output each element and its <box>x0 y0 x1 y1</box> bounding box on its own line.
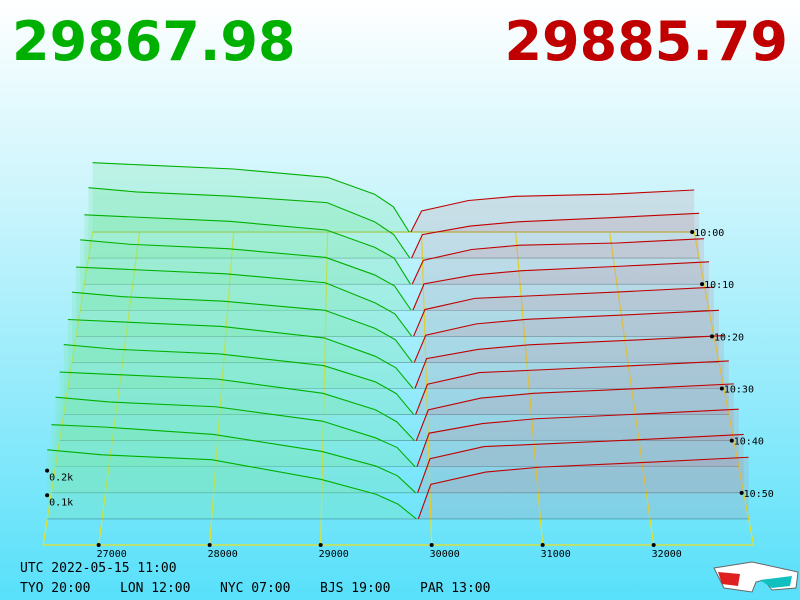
ask-price: 29885.79 <box>504 10 788 73</box>
clock-label: LON 12:00 <box>120 581 190 596</box>
ask-depth-line <box>415 360 729 415</box>
bid-depth-line <box>92 162 410 233</box>
time-label: 10:30 <box>724 385 754 396</box>
bid-depth-line <box>63 344 415 415</box>
depth-fill <box>410 190 695 232</box>
z-tick-mark <box>45 468 50 473</box>
bid-depth-line <box>76 266 413 337</box>
x-tick-label: 30000 <box>430 549 460 560</box>
depth-fill <box>414 310 719 363</box>
depth-fill <box>417 434 744 493</box>
depth-fill <box>51 424 416 493</box>
time-tick-mark <box>709 334 714 339</box>
depth-fill <box>418 457 749 519</box>
x-tick-label: 31000 <box>541 549 571 560</box>
depth-fill <box>84 214 411 285</box>
time-label: 10:00 <box>694 228 724 239</box>
clock-label: PAR 13:00 <box>420 581 490 596</box>
depth-fill <box>416 383 734 441</box>
time-label: 10:50 <box>744 489 774 500</box>
bid-depth-line <box>67 318 414 389</box>
bid-depth-line <box>47 449 417 520</box>
ask-depth-line <box>411 212 700 259</box>
depth-plot: 27000 28000 29000 30000 31000 32000 10:00 10:10… <box>42 162 774 560</box>
depth-fill <box>71 292 413 363</box>
ask-depth-line <box>411 238 705 285</box>
depth-fill <box>414 335 724 389</box>
clock-label: TYO 20:00 <box>20 581 90 596</box>
x-tick-label: 29000 <box>319 549 349 560</box>
z-tick-mark <box>45 493 50 498</box>
time-tick-mark <box>700 282 705 287</box>
bid-depth-line <box>51 424 417 494</box>
x-tick-mark <box>540 543 545 547</box>
bid-depth-line <box>88 187 411 259</box>
depth-fill <box>55 397 416 467</box>
depth-fill <box>416 409 739 467</box>
depth-fill <box>412 238 705 285</box>
time-tick-mark <box>739 490 744 495</box>
depth-fill <box>67 319 414 389</box>
bid-depth-line <box>80 239 412 311</box>
ask-depth-line <box>412 261 710 311</box>
x-tick-label: 27000 <box>97 549 127 560</box>
bid-price: 29867.98 <box>12 10 296 73</box>
time-label: 10:20 <box>714 332 744 343</box>
ask-depth-line <box>417 433 744 494</box>
x-tick-mark <box>318 543 323 547</box>
time-tick-mark <box>690 230 695 234</box>
x-tick-mark <box>96 543 101 547</box>
x-tick-mark <box>429 543 434 547</box>
ask-depth-line <box>410 189 695 233</box>
depth-fill <box>411 213 700 259</box>
ask-depth-line <box>415 383 734 441</box>
depth-fill <box>415 360 729 415</box>
bid-depth-line <box>71 291 413 363</box>
depth-fill <box>59 372 415 441</box>
ask-depth-line <box>417 456 749 520</box>
depth-fill <box>76 267 412 337</box>
clock-label: NYC 07:00 <box>220 581 290 596</box>
ask-depth-line <box>413 286 714 337</box>
ask-depth-line <box>416 408 739 467</box>
bid-depth-line <box>84 214 411 285</box>
depth-fill <box>413 287 714 337</box>
time-label: 10:10 <box>704 280 734 291</box>
depth-fill <box>63 344 414 415</box>
3d-glasses-icon <box>713 561 799 593</box>
x-tick-mark <box>651 543 656 547</box>
x-tick-label: 32000 <box>652 549 682 560</box>
time-tick-mark <box>729 438 734 443</box>
time-label: 10:40 <box>734 437 764 448</box>
ask-depth-line <box>414 335 724 389</box>
bid-depth-line <box>55 396 416 468</box>
clock-label: BJS 19:00 <box>320 581 390 596</box>
depth-fill <box>47 449 417 519</box>
bid-depth-line <box>59 371 415 442</box>
world-clocks: TYO 20:00 LON 12:00 NYC 07:00 BJS 19:00 PAR … <box>20 581 490 596</box>
x-tick-mark <box>207 543 212 547</box>
ask-depth-line <box>413 309 719 363</box>
utc-time: UTC 2022-05-15 11:00 <box>20 561 177 576</box>
z-tick-label: 0.1k <box>49 497 73 508</box>
time-tick-mark <box>719 386 724 391</box>
x-tick-label: 28000 <box>208 549 238 560</box>
z-tick-label: 0.2k <box>49 473 73 484</box>
